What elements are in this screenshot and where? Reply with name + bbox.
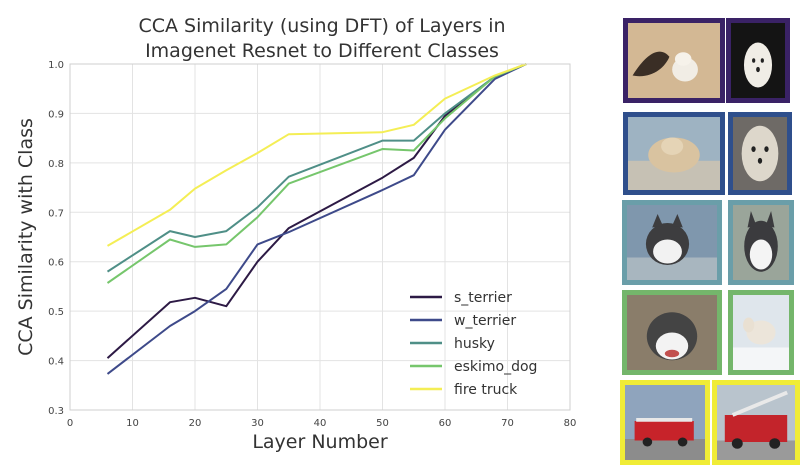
x-tick-label: 70 (501, 418, 514, 429)
fire-truck-side-image (620, 380, 710, 465)
eskimo-dog-running-snow-image (728, 290, 794, 375)
series-line-s-terrier (106, 63, 527, 359)
y-axis-label: CCA Similarity with Class (15, 118, 37, 356)
terrier-on-floor-image (623, 112, 725, 195)
chart-title-line-1: CCA Similarity (using DFT) of Layers in (138, 15, 505, 37)
x-tick-label: 20 (189, 418, 202, 429)
y-tick-label: 0.9 (48, 109, 64, 120)
terrier-portrait-image (726, 18, 790, 103)
series-line-eskimo-dog (106, 63, 527, 284)
y-tick-label: 0.4 (48, 357, 64, 368)
legend-label: eskimo_dog (454, 359, 537, 375)
x-tick-label: 80 (564, 418, 577, 429)
cca-similarity-line-chart: 0 10 20 30 40 50 60 70 80 0.3 0.4 0.5 0.6 0.7 0.8 0.9 1.… (15, 15, 577, 453)
x-tick-label: 0 (67, 418, 73, 429)
terrier-with-shadow-image (623, 18, 725, 103)
legend-label: w_terrier (454, 313, 516, 329)
legend-label: husky (454, 336, 495, 352)
legend-label: s_terrier (454, 290, 512, 306)
x-tick-label: 50 (376, 418, 389, 429)
y-tick-label: 0.8 (48, 159, 64, 170)
x-tick-label: 10 (126, 418, 139, 429)
axes-frame (69, 63, 571, 411)
husky-portrait-image (622, 200, 722, 285)
y-tick-label: 1.0 (48, 60, 64, 71)
series-line-husky (106, 63, 527, 273)
x-tick-label: 40 (314, 418, 327, 429)
y-tick-label: 0.7 (48, 208, 64, 219)
series-line-fire-truck (106, 63, 527, 247)
x-tick-label: 60 (439, 418, 452, 429)
chart-title-line-2: Imagenet Resnet to Different Classes (145, 40, 499, 62)
fire-truck-ladder-image (712, 380, 800, 465)
husky-face-image (728, 200, 794, 285)
terrier-closeup-image (728, 112, 792, 195)
legend-label: fire truck (454, 382, 518, 398)
eskimo-dog-open-mouth-image (622, 290, 722, 375)
x-tick-label: 30 (251, 418, 264, 429)
y-tick-label: 0.6 (48, 258, 64, 269)
y-tick-label: 0.3 (48, 406, 64, 417)
series-line-w-terrier (106, 63, 527, 375)
y-tick-label: 0.5 (48, 307, 64, 318)
x-axis-label: Layer Number (252, 431, 388, 453)
